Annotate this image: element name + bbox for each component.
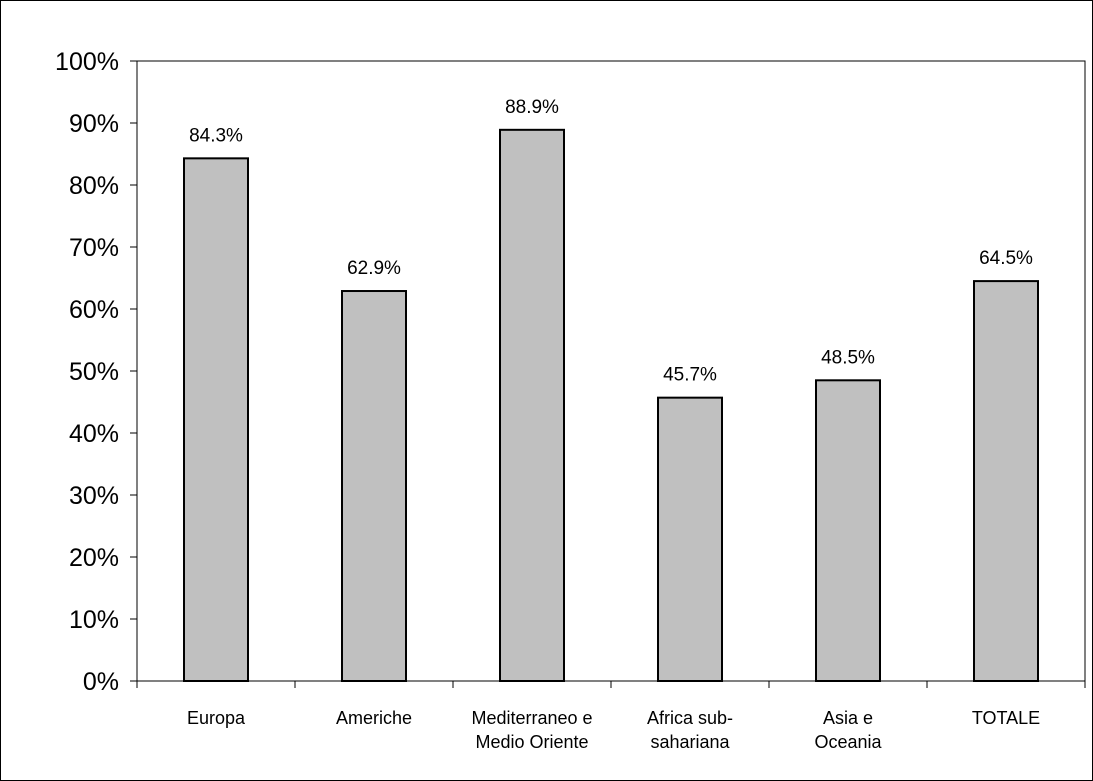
bar	[183, 157, 249, 682]
bar	[499, 128, 565, 682]
data-label: 84.3%	[189, 125, 243, 146]
x-tick-label: Asia e Oceania	[814, 708, 882, 752]
bar	[657, 396, 723, 682]
y-tick-label: 40%	[69, 420, 119, 448]
x-tick-label: Americhe	[336, 708, 412, 728]
y-tick-label: 50%	[69, 358, 119, 386]
y-tick-label: 100%	[55, 48, 119, 76]
y-tick-label: 80%	[69, 172, 119, 200]
bar	[973, 280, 1039, 682]
y-tick-label: 0%	[83, 668, 119, 696]
bar	[815, 379, 881, 682]
data-label: 62.9%	[347, 258, 401, 279]
y-tick-label: 60%	[69, 296, 119, 324]
y-tick-label: 90%	[69, 110, 119, 138]
x-tick-label: Mediterraneo e Medio Oriente	[471, 708, 592, 752]
y-tick-label: 20%	[69, 544, 119, 572]
data-label: 48.5%	[821, 347, 875, 368]
y-tick-label: 70%	[69, 234, 119, 262]
data-label: 64.5%	[979, 248, 1033, 269]
data-label: 45.7%	[663, 365, 717, 386]
y-tick-label: 30%	[69, 482, 119, 510]
plot-area	[136, 60, 1086, 682]
y-axis: 0% 10% 20% 30% 40% 50% 60% 70% 80% 90% 100%	[55, 48, 137, 696]
y-tick-label: 10%	[69, 606, 119, 634]
x-axis: Europa Americhe Mediterraneo e Medio Orient…	[136, 681, 1086, 752]
data-labels: 84.3% 62.9% 88.9% 45.7% 48.5% 64.5%	[189, 97, 1033, 386]
bar	[341, 290, 407, 682]
bars	[183, 128, 1039, 682]
x-tick-label: Europa	[187, 708, 246, 728]
data-label: 88.9%	[505, 97, 559, 118]
x-tick-label: TOTALE	[972, 708, 1040, 728]
x-tick-label: Africa sub-sahariana	[647, 708, 733, 752]
